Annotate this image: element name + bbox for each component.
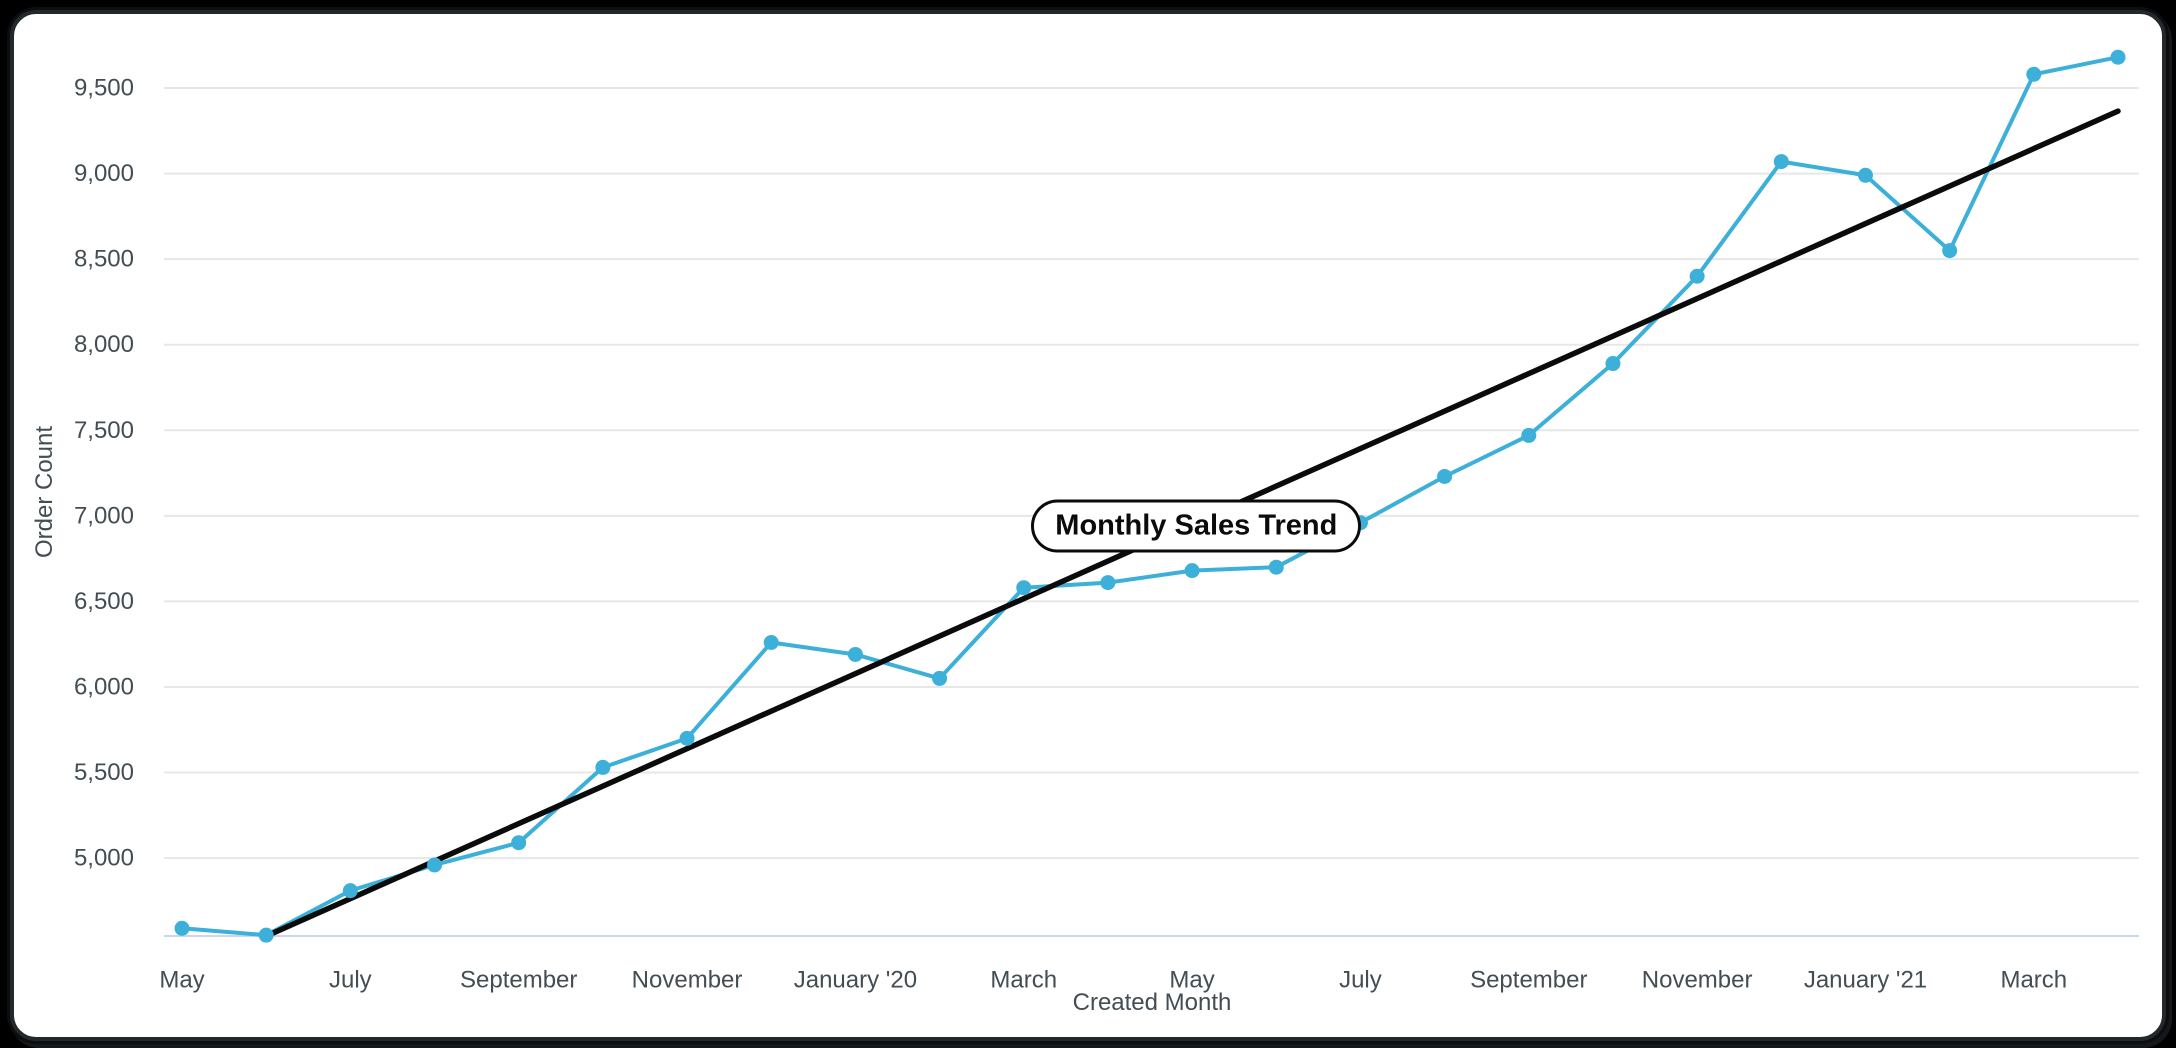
y-tick-label: 9,500	[74, 75, 134, 102]
x-tick-label: January '20	[794, 967, 917, 994]
data-point-marker[interactable]	[427, 857, 443, 873]
data-point-marker[interactable]	[679, 730, 695, 746]
y-tick-label: 9,000	[74, 160, 134, 187]
y-tick-label: 7,000	[74, 502, 134, 529]
data-point-marker[interactable]	[1437, 468, 1453, 484]
x-tick-label: September	[460, 967, 577, 994]
data-point-marker[interactable]	[847, 646, 863, 662]
data-point-marker[interactable]	[1857, 167, 1873, 183]
y-tick-label: 7,500	[74, 417, 134, 444]
data-point-marker[interactable]	[511, 835, 527, 851]
data-point-marker[interactable]	[1184, 563, 1200, 579]
data-point-marker[interactable]	[763, 634, 779, 650]
data-point-marker[interactable]	[1773, 154, 1789, 170]
data-point-marker[interactable]	[258, 927, 274, 943]
monthly-sales-trend-chart: 5,000 5,500 6,000 6,500 7,000 7,500 8,000 8,500…	[74, 49, 2139, 994]
x-tick-label: July	[1339, 967, 1382, 994]
data-point-marker[interactable]	[1521, 427, 1537, 443]
y-tick-label: 6,500	[74, 588, 134, 615]
x-tick-label: January '21	[1804, 967, 1927, 994]
x-tick-label: July	[329, 967, 372, 994]
y-tick-label: 5,500	[74, 759, 134, 786]
x-tick-label: March	[2000, 967, 2067, 994]
data-point-marker[interactable]	[1942, 243, 1958, 259]
x-tick-label: May	[159, 967, 204, 994]
x-tick-label: September	[1470, 967, 1587, 994]
data-point-marker[interactable]	[595, 759, 611, 775]
data-point-marker[interactable]	[2110, 49, 2126, 65]
x-tick-label: November	[632, 967, 743, 994]
data-point-marker[interactable]	[342, 883, 358, 899]
data-point-marker[interactable]	[1689, 268, 1705, 284]
data-point-marker[interactable]	[1100, 575, 1116, 591]
x-axis-title: Created Month	[1072, 989, 1232, 1016]
y-axis-title: Order Count	[31, 425, 58, 559]
y-tick-label: 8,500	[74, 246, 134, 273]
data-point-marker[interactable]	[932, 670, 948, 686]
chart-title-annotation: Monthly Sales Trend	[1031, 499, 1362, 553]
data-point-marker[interactable]	[1605, 356, 1621, 372]
chart-card: 5,000 5,500 6,000 6,500 7,000 7,500 8,000 8,500…	[10, 10, 2166, 1041]
x-tick-label: November	[1642, 967, 1753, 994]
data-point-marker[interactable]	[2026, 66, 2042, 82]
data-point-marker[interactable]	[1016, 580, 1032, 596]
data-point-marker[interactable]	[1268, 559, 1284, 575]
data-point-marker[interactable]	[174, 920, 190, 936]
y-tick-label: 6,000	[74, 673, 134, 700]
x-tick-label: May	[1169, 967, 1214, 994]
order-count-series-line	[180, 55, 2121, 938]
y-tick-label: 5,000	[74, 845, 134, 872]
y-tick-label: 8,000	[74, 331, 134, 358]
x-tick-label: March	[990, 967, 1057, 994]
